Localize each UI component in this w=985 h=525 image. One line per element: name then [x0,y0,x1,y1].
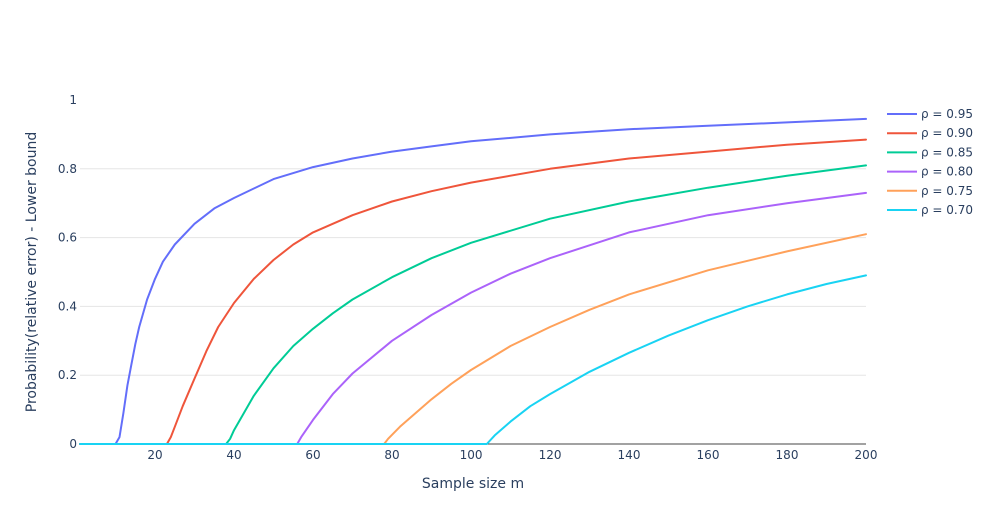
x-axis-title: Sample size m [422,476,524,492]
y-axis-ticks: 0 0.2 0.4 0.6 0.8 1 [58,93,77,451]
x-axis-ticks: 20 40 60 80 100 120 140 160 180 200 [147,448,877,462]
legend-label: ρ = 0.90 [921,126,973,140]
legend-label: ρ = 0.80 [921,165,973,179]
legend-item[interactable]: ρ = 0.90 [887,126,973,140]
series-line [79,117,867,445]
legend[interactable]: ρ = 0.95 ρ = 0.90 ρ = 0.85 ρ = 0.80 ρ = 0.75… [887,107,973,217]
legend-label: ρ = 0.75 [921,184,973,198]
x-tick-label: 200 [855,448,878,462]
legend-item[interactable]: ρ = 0.95 [887,107,973,121]
y-tick-label: 0 [69,437,77,451]
y-axis-title: Probability(relative error) - Lower boun… [24,132,40,413]
series-line [79,138,867,445]
y-tick-label: 0.2 [58,368,77,382]
x-tick-label: 40 [226,448,241,462]
series-line [79,191,867,445]
x-tick-label: 120 [539,448,562,462]
x-tick-label: 60 [305,448,320,462]
x-tick-label: 20 [147,448,162,462]
legend-item[interactable]: ρ = 0.75 [887,184,973,198]
legend-label: ρ = 0.95 [921,107,973,121]
series-line [79,274,867,445]
legend-item[interactable]: ρ = 0.85 [887,145,973,159]
legend-label: ρ = 0.85 [921,145,973,159]
y-tick-label: 0.4 [58,299,77,313]
x-tick-label: 100 [460,448,483,462]
series-line [79,233,867,445]
series-line [79,164,867,445]
y-tick-label: 0.8 [58,162,77,176]
legend-item[interactable]: ρ = 0.80 [887,165,973,179]
x-tick-label: 140 [618,448,641,462]
x-tick-label: 160 [697,448,720,462]
legend-item[interactable]: ρ = 0.70 [887,203,973,217]
x-tick-label: 180 [776,448,799,462]
y-tick-label: 0.6 [58,231,77,245]
x-tick-label: 80 [384,448,399,462]
series-lines [79,117,867,445]
legend-label: ρ = 0.70 [921,203,973,217]
y-tick-label: 1 [69,93,77,107]
